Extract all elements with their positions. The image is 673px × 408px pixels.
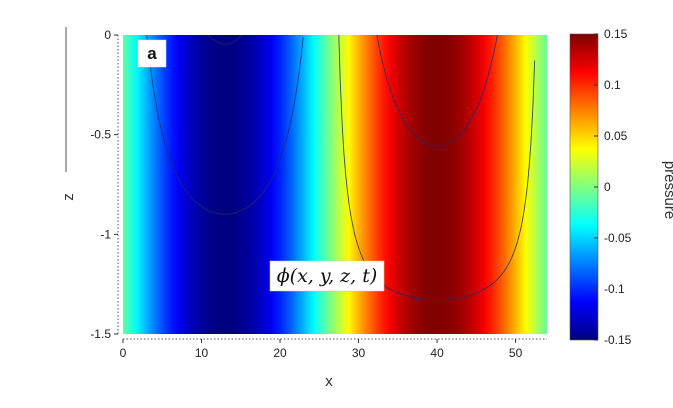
- x-tick-label: 30: [352, 346, 366, 360]
- panel-label: a: [147, 44, 157, 63]
- x-ticks: 0 10 20 30 40 50: [120, 339, 523, 360]
- x-tick-label: 10: [195, 346, 209, 360]
- colorbar-tick-label: 0: [604, 180, 611, 194]
- colorbar-tick-label: -0.15: [604, 333, 632, 347]
- x-axis-label: x: [325, 373, 333, 390]
- y-ticks: 0 -0.5 -1 -1.5: [90, 28, 118, 341]
- colorbar: [569, 33, 599, 341]
- panel-label-box: [137, 39, 167, 68]
- y-tick-label: -1.5: [90, 327, 111, 341]
- x-tick-label: 40: [430, 346, 444, 360]
- y-axis-label: z: [60, 193, 77, 201]
- x-tick-label: 0: [120, 346, 127, 360]
- y-tick-label: 0: [104, 28, 111, 42]
- annotation-box: [269, 260, 385, 292]
- colorbar-ticks: 0.15 0.1 0.05 0 -0.05 -0.1 -0.15: [594, 27, 632, 347]
- colorbar-tick-label: 0.15: [604, 27, 628, 41]
- contour-line: [207, 35, 243, 45]
- colorbar-label: pressure: [661, 161, 673, 219]
- colorbar-tick-label: -0.05: [604, 231, 632, 245]
- contour-line: [146, 35, 304, 215]
- phi-annotation: ϕ(x, y, z, t): [277, 265, 378, 287]
- contour-line: [376, 35, 498, 147]
- y-tick-label: -0.5: [90, 128, 111, 142]
- colorbar-tick-label: 0.05: [604, 129, 628, 143]
- colorbar-tick-label: 0.1: [604, 78, 621, 92]
- y-tick-label: -1: [100, 227, 111, 241]
- colorbar-tick-label: -0.1: [604, 282, 625, 296]
- x-tick-label: 50: [509, 346, 523, 360]
- x-tick-label: 20: [273, 346, 287, 360]
